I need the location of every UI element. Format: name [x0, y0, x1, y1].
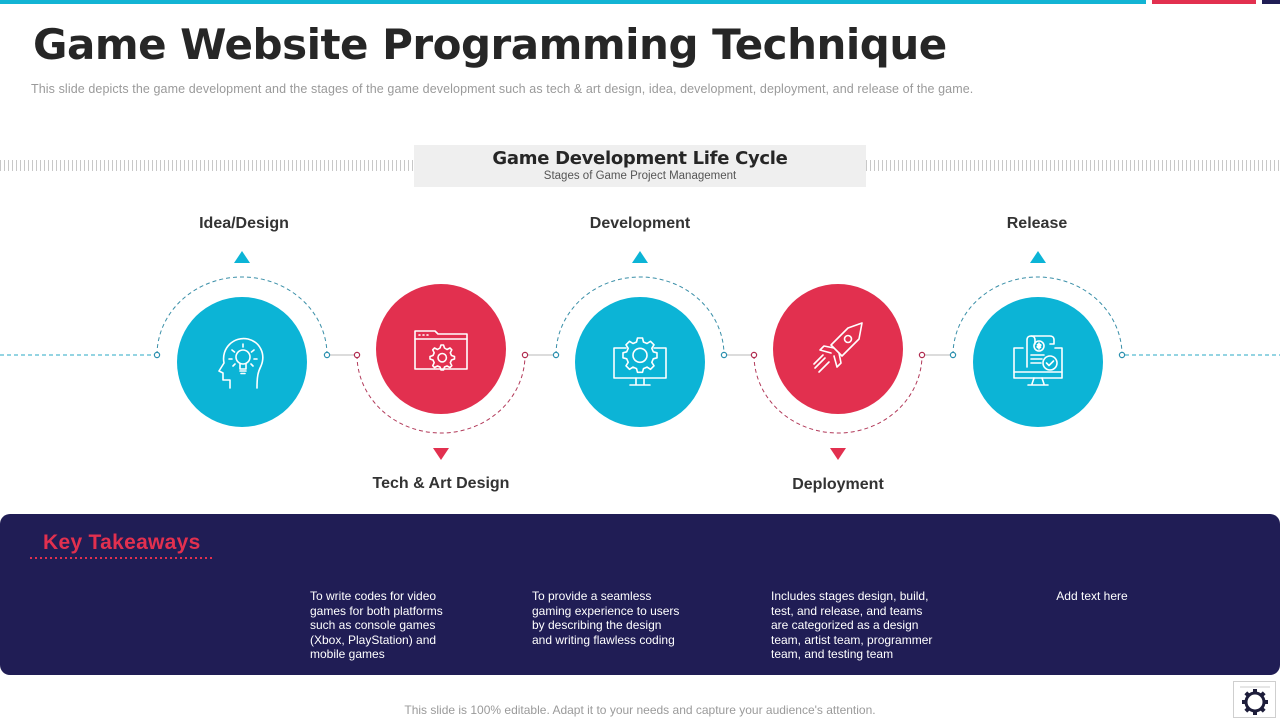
takeaway-item-1: To write codes for video games for both …	[310, 589, 443, 661]
stage-label-release: Release	[1006, 215, 1068, 232]
stage-label-development: Development	[589, 215, 691, 232]
settings-button[interactable]	[1233, 681, 1276, 718]
rocket-icon	[813, 322, 863, 373]
gear-icon	[1239, 685, 1270, 715]
takeaway-item-4: Add text here	[1056, 589, 1128, 603]
tick-divider-right	[866, 160, 1280, 171]
stage-circle-release	[973, 297, 1103, 427]
tick-divider-left	[0, 160, 414, 171]
stage-circle-idea-design	[177, 297, 307, 427]
monitor-invoice-check-icon	[1013, 335, 1063, 386]
key-takeaways-title: Key Takeaways	[43, 531, 201, 554]
stage-circle-tech-art-design	[376, 284, 506, 414]
cycle-title: Game Development Life Cycle	[492, 148, 788, 169]
top-accent-bar-red	[1152, 0, 1256, 4]
footer-note: This slide is 100% editable. Adapt it to…	[404, 703, 876, 717]
takeaway-item-2: To provide a seamless gaming experience …	[532, 589, 680, 647]
stage-circle-deployment	[773, 284, 903, 414]
cycle-header-box: Game Development Life Cycle Stages of Ga…	[414, 145, 866, 187]
stage-label-idea-design: Idea/Design	[199, 215, 289, 232]
monitor-gear-icon	[613, 337, 667, 386]
stage-label-deployment: Deployment	[792, 476, 884, 493]
folder-gear-icon	[414, 330, 468, 371]
key-takeaways-underline	[30, 557, 212, 559]
stage-label-tech-art-design: Tech & Art Design	[372, 475, 510, 492]
page-subtitle: This slide depicts the game development …	[31, 82, 974, 96]
takeaway-item-3: Includes stages design, build, test, and…	[771, 589, 933, 661]
cycle-subtitle: Stages of Game Project Management	[543, 170, 737, 182]
stage-circle-development	[575, 297, 705, 427]
top-accent-bar-cyan	[0, 0, 1146, 4]
head-lightbulb-icon	[218, 337, 264, 389]
page-title: Game Website Programming Technique	[33, 20, 947, 69]
key-takeaways-panel	[0, 514, 1280, 675]
top-accent-bar-navy	[1262, 0, 1280, 4]
